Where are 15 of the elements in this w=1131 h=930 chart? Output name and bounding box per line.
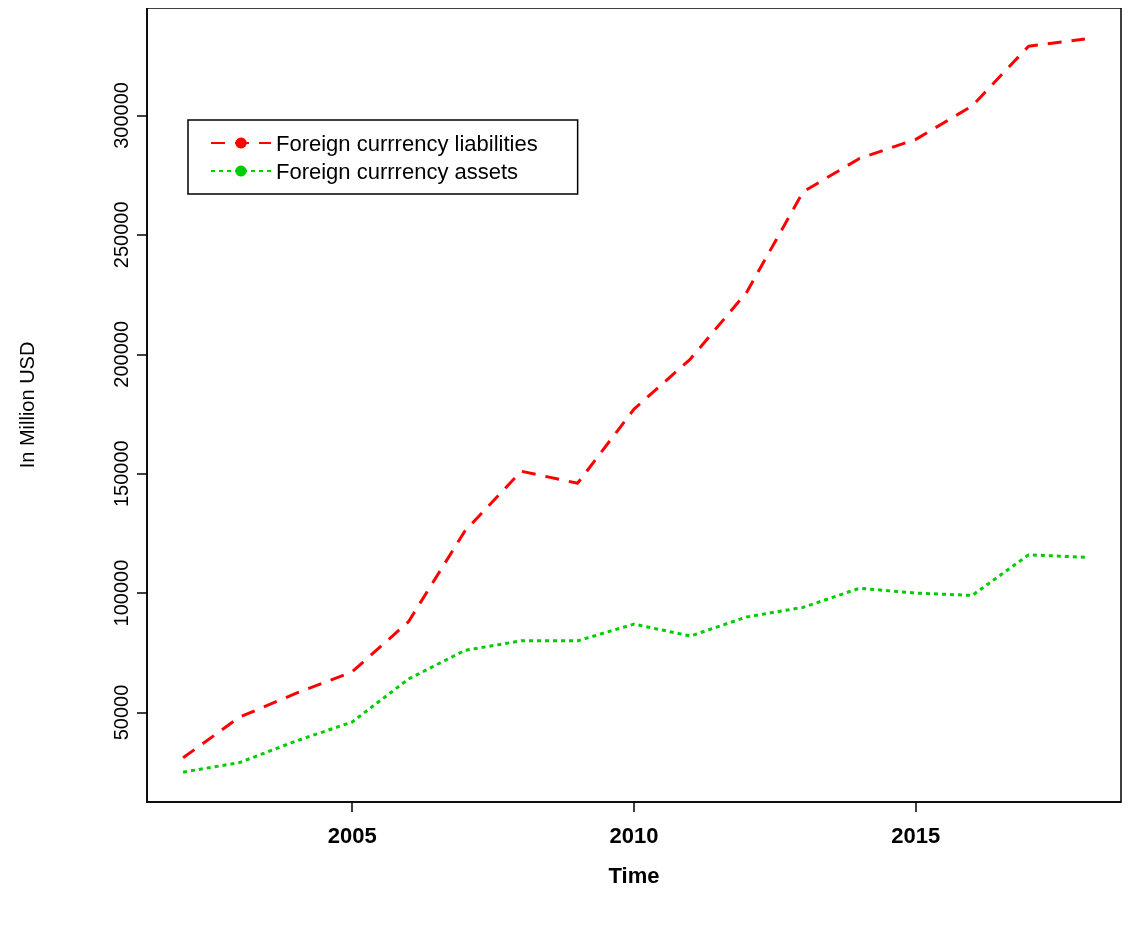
x-axis-title: Time	[608, 862, 660, 888]
legend-label: Foreign currrency assets	[276, 158, 519, 184]
legend-label: Foreign currrency liabilities	[276, 130, 538, 156]
x-tick-label: 2015	[891, 822, 941, 848]
y-tick-label: 300000	[110, 82, 132, 149]
x-tick-label: 2005	[327, 822, 377, 848]
line-series	[181, 553, 1087, 774]
line-series	[181, 37, 1087, 760]
y-axis-title: In Million USD	[16, 341, 38, 469]
y-tick-label: 200000	[110, 320, 132, 388]
y-tick-label: 100000	[110, 559, 132, 627]
y-tick-label: 250000	[110, 201, 132, 269]
x-tick-label: 2010	[609, 822, 659, 848]
y-tick-label: 50000	[110, 684, 132, 741]
y-tick-label: 150000	[110, 440, 132, 508]
